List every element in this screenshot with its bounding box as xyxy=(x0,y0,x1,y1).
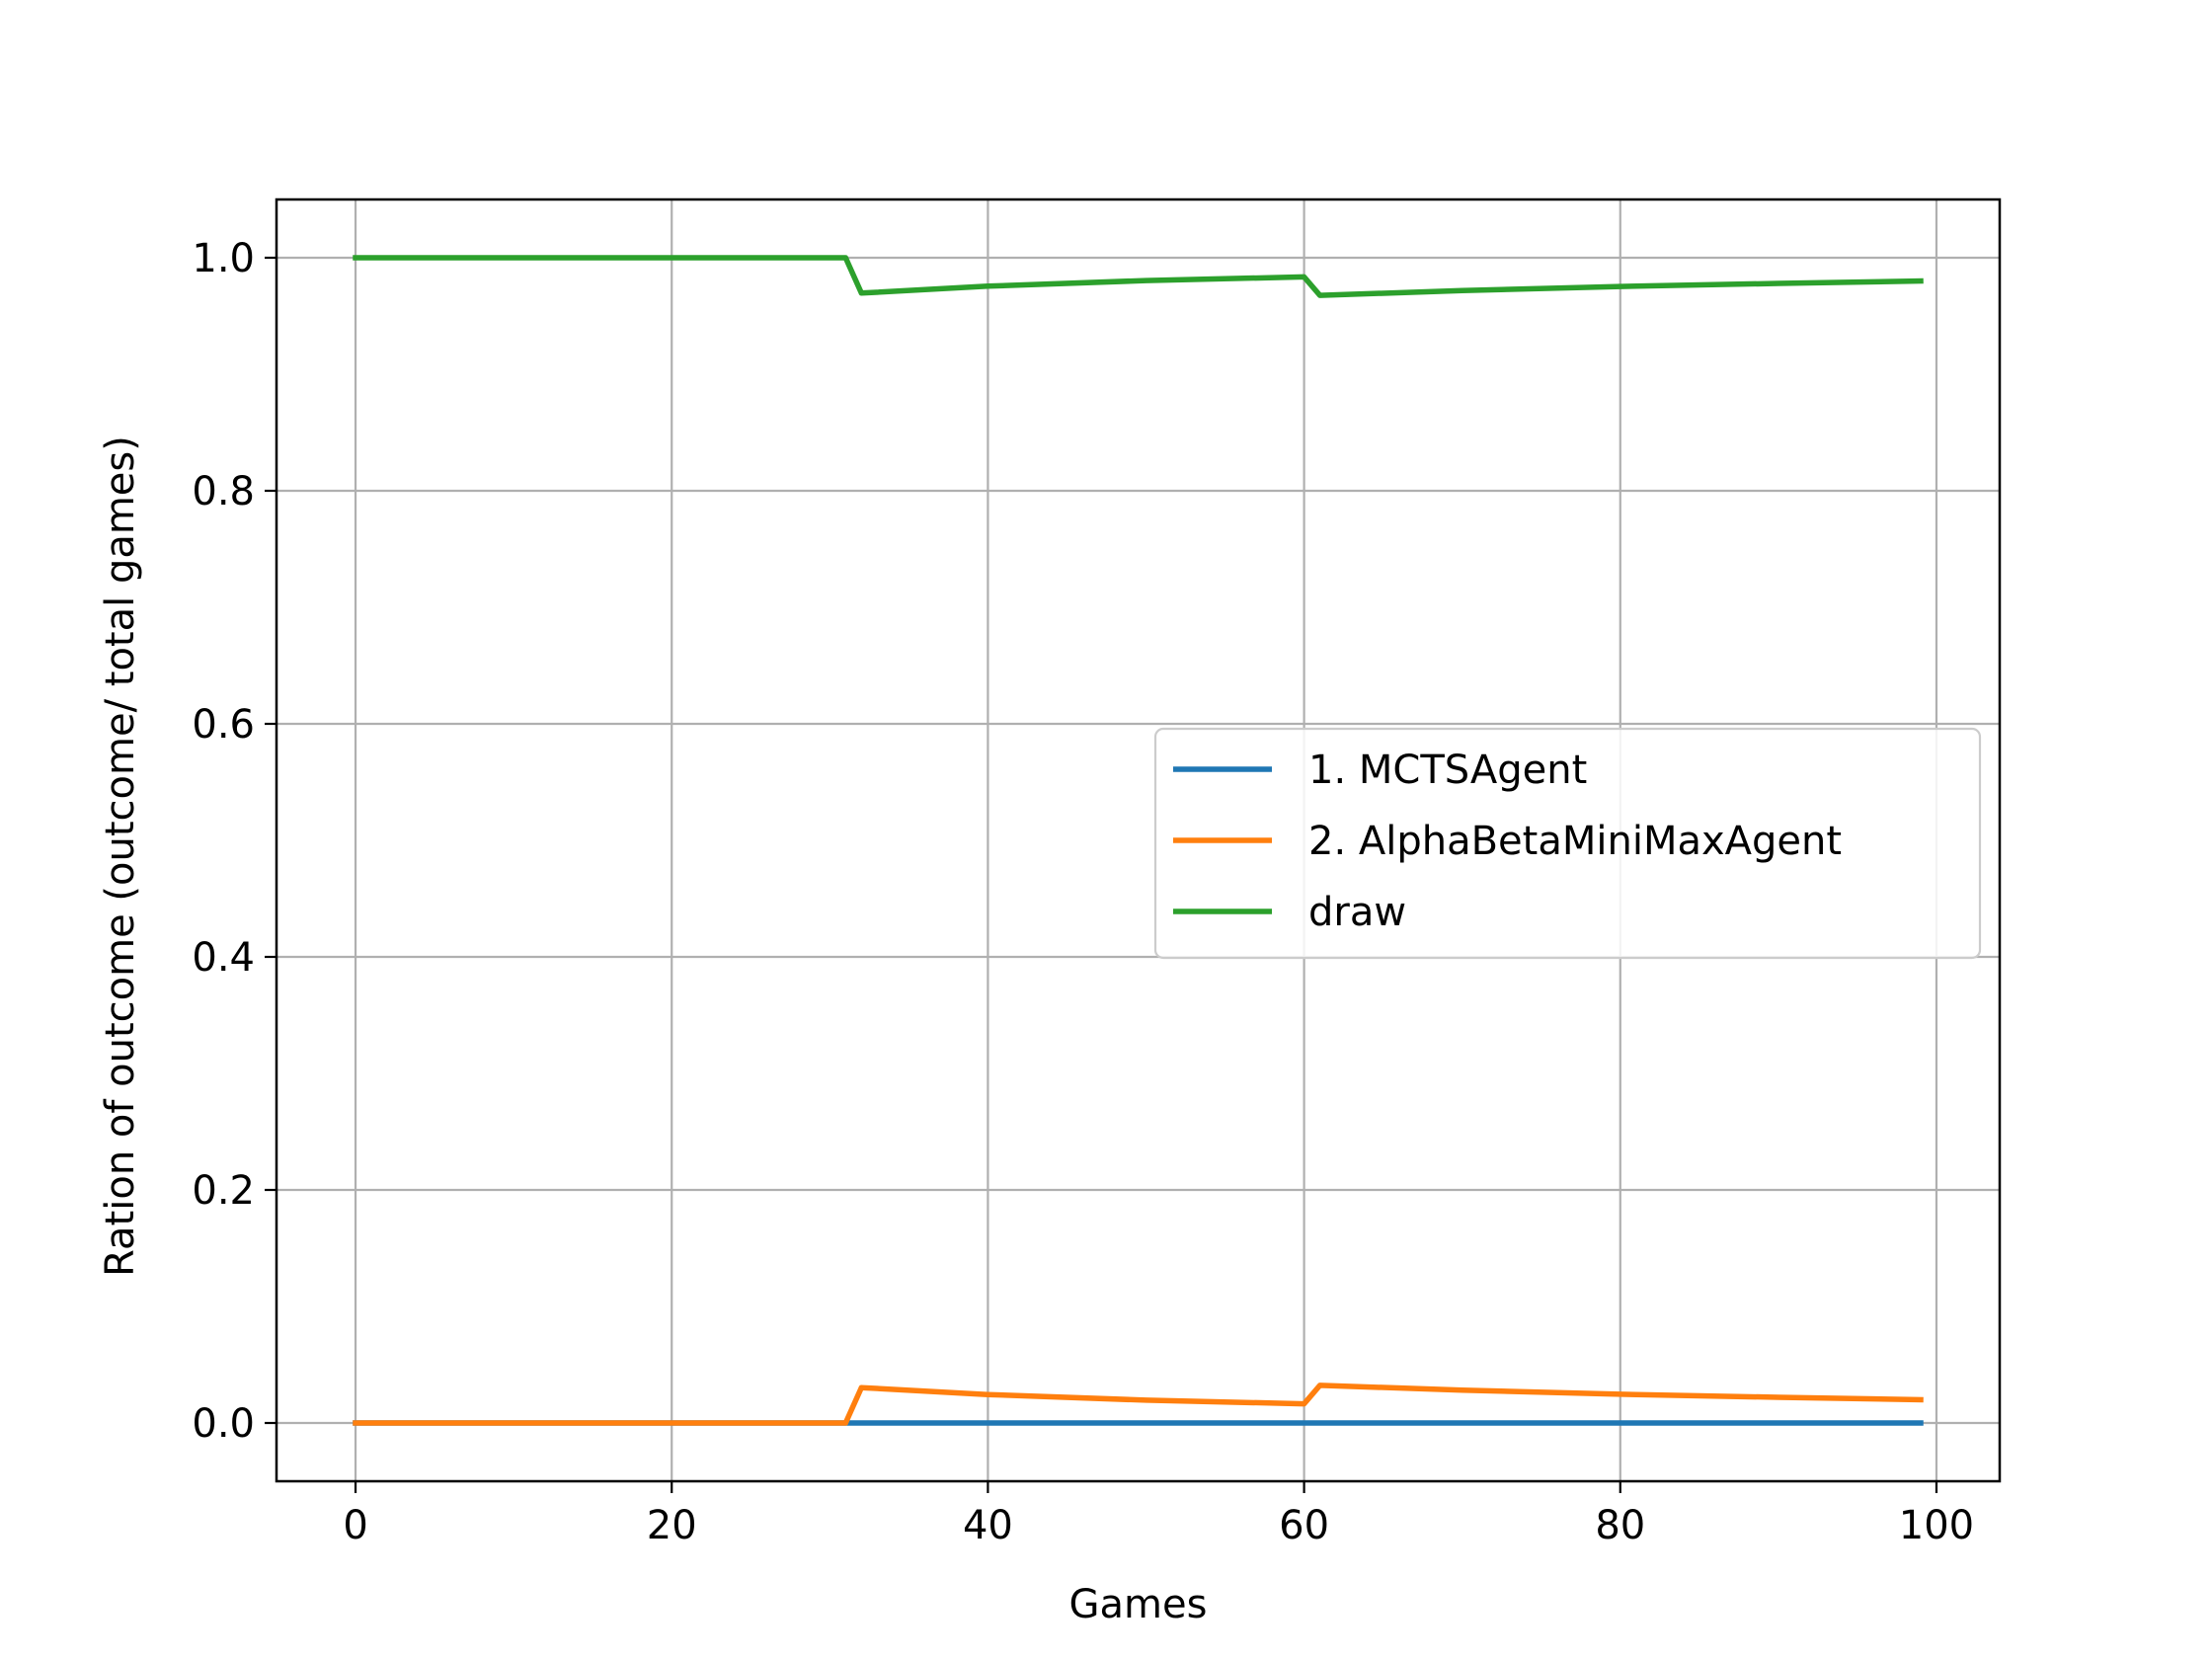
y-tick-label: 1.0 xyxy=(192,236,255,281)
legend-label: 2. AlphaBetaMiniMaxAgent xyxy=(1308,819,1842,864)
x-tick-label: 100 xyxy=(1899,1503,1974,1548)
series-line-2 xyxy=(353,1382,1924,1426)
legend-label: draw xyxy=(1308,890,1406,935)
y-tick-label: 0.4 xyxy=(192,935,255,981)
x-tick-label: 60 xyxy=(1279,1503,1329,1548)
x-tick-label: 80 xyxy=(1595,1503,1645,1548)
plot-frame xyxy=(275,198,2002,1483)
series-line-3 xyxy=(353,255,1924,298)
legend-label: 1. MCTSAgent xyxy=(1308,748,1587,793)
y-tick-label: 0.8 xyxy=(192,469,255,514)
x-tick-label: 0 xyxy=(343,1503,367,1548)
y-tick-label: 0.2 xyxy=(192,1168,255,1214)
legend-box xyxy=(1153,727,1982,960)
y-axis-label: Ration of outcome (outcome/ total games) xyxy=(98,435,143,1277)
y-tick-label: 0.6 xyxy=(192,702,255,748)
y-tick-label: 0.0 xyxy=(192,1401,255,1447)
axis-ticks: 0 20 40 60 80 100 0.0 0.2 0.4 0.6 0.8 1.0 xyxy=(192,236,1974,1548)
legend: 1. MCTSAgent 2. AlphaBetaMiniMaxAgent draw xyxy=(1153,727,1982,960)
series-lines xyxy=(353,255,1924,1426)
x-axis-label: Games xyxy=(1069,1582,1208,1627)
x-tick-label: 20 xyxy=(647,1503,697,1548)
x-tick-label: 40 xyxy=(963,1503,1013,1548)
